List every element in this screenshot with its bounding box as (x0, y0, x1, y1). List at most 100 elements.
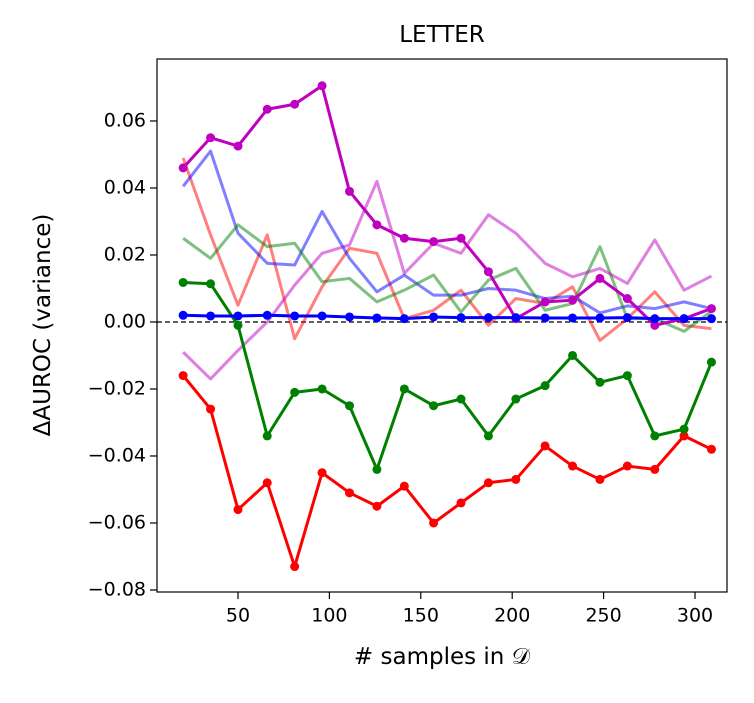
data-point (429, 401, 439, 411)
data-point (290, 311, 300, 321)
data-point (206, 404, 216, 414)
data-point (456, 394, 466, 404)
x-tick-label: 200 (494, 605, 530, 627)
data-point (622, 371, 632, 381)
data-point (483, 267, 493, 277)
data-point (429, 312, 439, 322)
data-point (372, 220, 382, 230)
data-point (456, 233, 466, 243)
data-point (262, 478, 272, 488)
data-point (568, 350, 578, 360)
data-point (650, 431, 660, 441)
data-point (206, 133, 216, 143)
y-tick-label: 0.04 (104, 176, 146, 198)
data-point (233, 320, 243, 330)
data-point (622, 313, 632, 323)
data-point (706, 314, 716, 324)
data-point (650, 464, 660, 474)
series-line (182, 223, 713, 333)
data-point (429, 237, 439, 247)
chart-title: LETTER (399, 22, 485, 48)
data-point (483, 478, 493, 488)
data-point (317, 384, 327, 394)
y-tick-label: −0.08 (88, 578, 146, 600)
y-tick-label: −0.06 (88, 511, 146, 533)
data-point (290, 387, 300, 397)
y-tick-label: 0.00 (104, 310, 146, 332)
data-point (233, 505, 243, 515)
data-point (540, 381, 550, 391)
data-point (706, 357, 716, 367)
x-tick-label: 150 (403, 605, 439, 627)
data-point (344, 488, 354, 498)
data-point (622, 461, 632, 471)
series-line (181, 374, 713, 569)
series-line (181, 157, 712, 342)
data-point (290, 562, 300, 572)
x-tick-label: 50 (226, 605, 250, 627)
data-point (399, 384, 409, 394)
data-point (622, 294, 632, 304)
data-point (650, 314, 660, 324)
data-point (317, 81, 327, 91)
data-point (233, 311, 243, 321)
y-tick-label: 0.06 (104, 109, 146, 131)
data-point (429, 518, 439, 528)
data-point (595, 474, 605, 484)
data-point (568, 295, 578, 305)
series-line (182, 179, 713, 381)
data-point (290, 99, 300, 109)
data-point (706, 444, 716, 454)
data-point (399, 481, 409, 491)
data-point (483, 313, 493, 323)
data-point (372, 501, 382, 511)
data-point (679, 424, 689, 434)
data-point (262, 431, 272, 441)
data-point (483, 431, 493, 441)
data-point (399, 233, 409, 243)
series-line (183, 313, 712, 321)
plot-frame (156, 58, 728, 593)
x-tick-label: 300 (677, 605, 713, 627)
data-point (511, 313, 521, 323)
data-point (679, 431, 689, 441)
data-point (568, 313, 578, 323)
series-line (182, 84, 712, 327)
y-tick-label: 0.02 (104, 243, 146, 265)
data-point (456, 498, 466, 508)
x-tick-label: 250 (585, 605, 621, 627)
data-point (456, 313, 466, 323)
data-point (233, 141, 243, 151)
data-point (178, 371, 188, 381)
data-point (206, 279, 216, 289)
data-point (206, 311, 216, 321)
data-point (344, 186, 354, 196)
data-point (540, 441, 550, 451)
data-point (178, 310, 188, 320)
series-line (181, 149, 712, 315)
data-point (399, 314, 409, 324)
y-tick-label: −0.04 (88, 444, 146, 466)
data-point (511, 394, 521, 404)
data-point (262, 310, 272, 320)
data-point (344, 401, 354, 411)
data-point (595, 313, 605, 323)
x-tick-label: 100 (311, 605, 347, 627)
data-point (595, 377, 605, 387)
data-point (679, 314, 689, 324)
data-point (650, 320, 660, 330)
data-point (568, 461, 578, 471)
y-axis-label: ΔAUROC (variance) (30, 214, 56, 437)
data-point (262, 104, 272, 114)
data-point (372, 313, 382, 323)
data-point (178, 277, 188, 287)
data-point (317, 311, 327, 321)
data-point (511, 474, 521, 484)
data-point (317, 468, 327, 478)
y-tick-label: −0.02 (88, 377, 146, 399)
x-axis-label: # samples in 𝒟 (354, 644, 531, 670)
data-point (540, 313, 550, 323)
data-point (706, 304, 716, 314)
series-line (183, 280, 713, 471)
